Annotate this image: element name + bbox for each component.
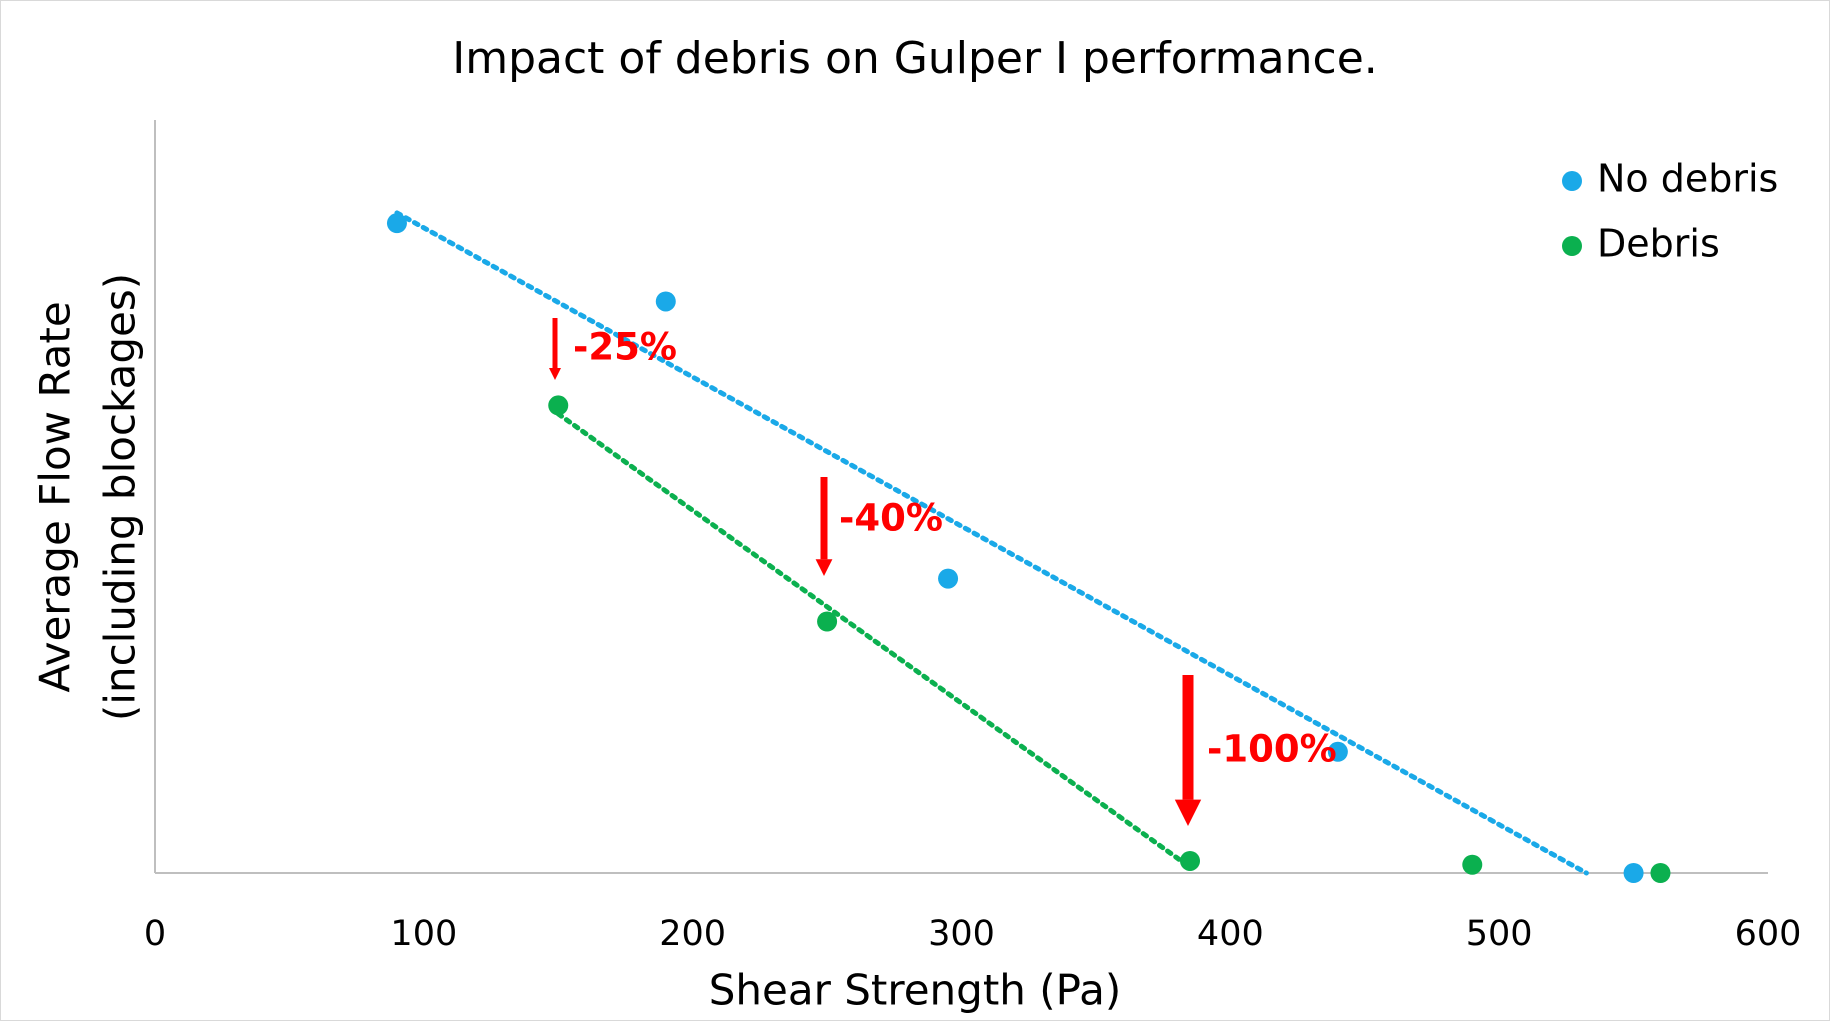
trendline: [394, 210, 1589, 876]
x-tick-label: 200: [659, 914, 726, 954]
x-tick-label: 0: [144, 914, 166, 954]
data-point: [655, 291, 676, 312]
legend-marker: [1562, 171, 1582, 191]
data-point: [1180, 850, 1201, 871]
trendline: [555, 411, 1193, 870]
x-tick-label: 500: [1466, 914, 1533, 954]
data-point: [817, 611, 838, 632]
legend-label: Debris: [1597, 222, 1720, 266]
annotation-label: -100%: [1207, 728, 1337, 771]
y-axis-label: (including blockages): [96, 273, 145, 721]
legend-marker: [1562, 236, 1582, 256]
data-point: [938, 568, 959, 589]
data-point: [1462, 854, 1483, 875]
annotation-arrowhead: [1174, 799, 1202, 826]
annotation-arrowhead: [549, 368, 561, 380]
data-point: [1327, 741, 1348, 762]
chart-title: Impact of debris on Gulper I performance…: [452, 33, 1378, 84]
data-point: [386, 213, 407, 234]
x-tick-label: 300: [928, 914, 995, 954]
y-axis-label: Average Flow Rate: [31, 301, 80, 692]
legend-label: No debris: [1597, 157, 1778, 201]
annotation-label: -40%: [839, 497, 943, 540]
x-tick-label: 600: [1735, 914, 1802, 954]
data-point: [1623, 863, 1644, 883]
x-tick-label: 400: [1197, 914, 1264, 954]
annotation-label: -25%: [573, 326, 677, 369]
x-axis-label: Shear Strength (Pa): [709, 966, 1121, 1015]
annotation-arrowhead: [815, 559, 833, 576]
x-tick-label: 100: [390, 914, 457, 954]
data-point: [1650, 863, 1671, 883]
data-point: [548, 395, 569, 416]
